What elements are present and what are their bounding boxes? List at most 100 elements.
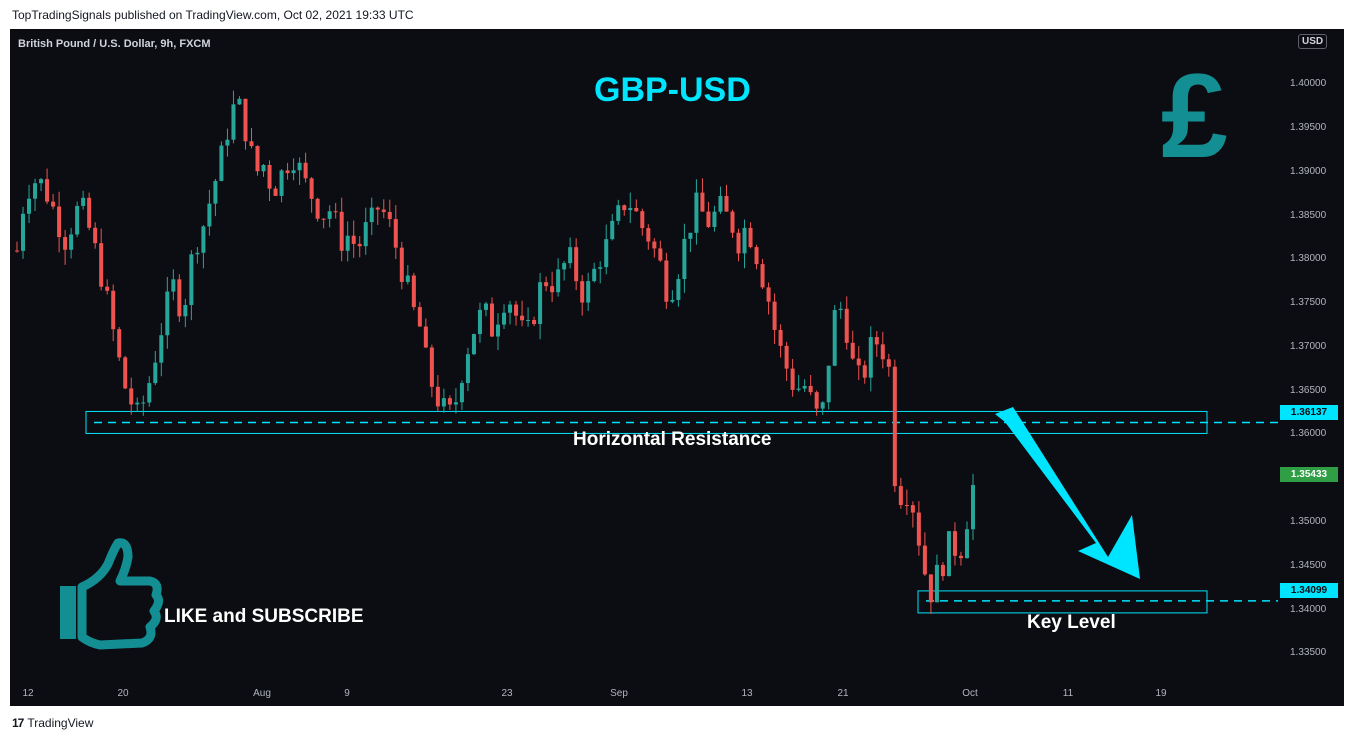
arrow-down-icon <box>995 407 1140 579</box>
candle-body <box>682 238 687 280</box>
candle-body <box>730 211 735 233</box>
candle-body <box>483 303 488 310</box>
candle-body <box>550 286 555 293</box>
candle-body <box>928 574 933 603</box>
candle-body <box>357 243 362 247</box>
price-tick-label: 1.34500 <box>1290 559 1327 571</box>
candle-body <box>69 234 74 250</box>
currency-badge[interactable]: USD <box>1298 34 1328 49</box>
candle-body <box>375 207 380 210</box>
candle-body <box>303 162 308 179</box>
candle-body <box>526 319 531 321</box>
candle-body <box>159 335 164 363</box>
candle-body <box>652 241 657 249</box>
candle-body <box>814 392 819 409</box>
candle-body <box>910 505 915 513</box>
candle-body <box>712 211 717 227</box>
candle-body <box>405 275 410 282</box>
candle-body <box>123 357 128 389</box>
candle-body <box>820 402 825 409</box>
candle-body <box>592 268 597 282</box>
candle-body <box>21 213 26 251</box>
candle-body <box>27 198 32 214</box>
candle-body <box>423 326 428 348</box>
candle-body <box>664 260 669 302</box>
candle-body <box>207 203 212 227</box>
candle-body <box>165 291 170 336</box>
candle-body <box>766 287 771 302</box>
candle-body <box>544 282 549 287</box>
candle-body <box>399 247 404 282</box>
candle-body <box>111 290 116 330</box>
candle-body <box>646 228 651 242</box>
candle-body <box>832 310 837 366</box>
candle-body <box>51 201 56 207</box>
pound-sign-icon: £ <box>1161 49 1228 183</box>
candle-body <box>520 315 525 321</box>
candle-body <box>586 281 591 303</box>
candle-body <box>87 197 92 228</box>
candle-body <box>916 512 921 546</box>
price-tick-label: 1.37000 <box>1290 340 1327 352</box>
time-tick-label: 20 <box>117 688 129 699</box>
candle-body <box>117 329 122 358</box>
candle-body <box>429 347 434 387</box>
candle-body <box>273 188 278 196</box>
candle-body <box>880 344 885 360</box>
candle-body <box>796 388 801 390</box>
candle-body <box>183 305 188 317</box>
candle-body <box>622 205 627 211</box>
candle-body <box>171 279 176 292</box>
time-tick-label: 19 <box>1155 688 1167 699</box>
candle-body <box>952 531 957 556</box>
candle-body <box>243 98 248 142</box>
price-tick-label: 1.39500 <box>1290 121 1327 133</box>
candle-body <box>778 329 783 346</box>
resistance-price-tag: 1.36137 <box>1280 405 1338 420</box>
candle-body <box>844 308 849 343</box>
candle-body <box>604 239 609 268</box>
candle-body <box>784 345 789 369</box>
candle-body <box>267 164 272 189</box>
candle-body <box>135 402 140 405</box>
key-level-annotation: Key Level <box>1027 612 1116 633</box>
candle-body <box>57 206 62 238</box>
candle-body <box>688 232 693 239</box>
candle-body <box>946 531 951 577</box>
price-tick-label: 1.39000 <box>1290 165 1327 177</box>
candle-body <box>39 179 44 184</box>
level-box[interactable] <box>917 590 1208 614</box>
candle-body <box>33 183 38 199</box>
chart-title: GBP-USD <box>594 71 751 109</box>
thumbs-up-icon <box>60 538 164 650</box>
candle-body <box>363 222 368 247</box>
candle-body <box>351 235 356 244</box>
candle-body <box>249 141 254 147</box>
price-tick-label: 1.37500 <box>1290 297 1327 309</box>
candle-body <box>213 180 218 204</box>
time-tick-label: 9 <box>344 688 350 699</box>
candle-body <box>562 263 567 270</box>
candle-body <box>964 529 969 559</box>
candle-body <box>327 211 332 219</box>
candle-body <box>958 555 963 559</box>
candle-body <box>459 383 464 403</box>
candle-body <box>514 304 519 316</box>
like-subscribe-annotation: LIKE and SUBSCRIBE <box>164 606 364 627</box>
candle-body <box>447 398 452 405</box>
candle-body <box>940 564 945 577</box>
candle-body <box>610 220 615 240</box>
price-tick-label: 1.38500 <box>1290 209 1327 221</box>
candle-body <box>231 104 236 140</box>
candle-body <box>760 264 765 288</box>
candle-body <box>75 205 80 235</box>
time-tick-label: Oct <box>962 688 978 699</box>
candle-body <box>189 254 194 306</box>
footer: 17 TradingView <box>12 716 93 730</box>
candle-body <box>99 243 104 287</box>
candle-body <box>838 308 843 311</box>
candle-body <box>45 179 50 202</box>
price-chart[interactable]: £ <box>10 29 1344 706</box>
chart-panel[interactable]: £ British Pound / U.S. Dollar, 9h, FXCM … <box>10 29 1344 706</box>
candle-body <box>616 205 621 221</box>
